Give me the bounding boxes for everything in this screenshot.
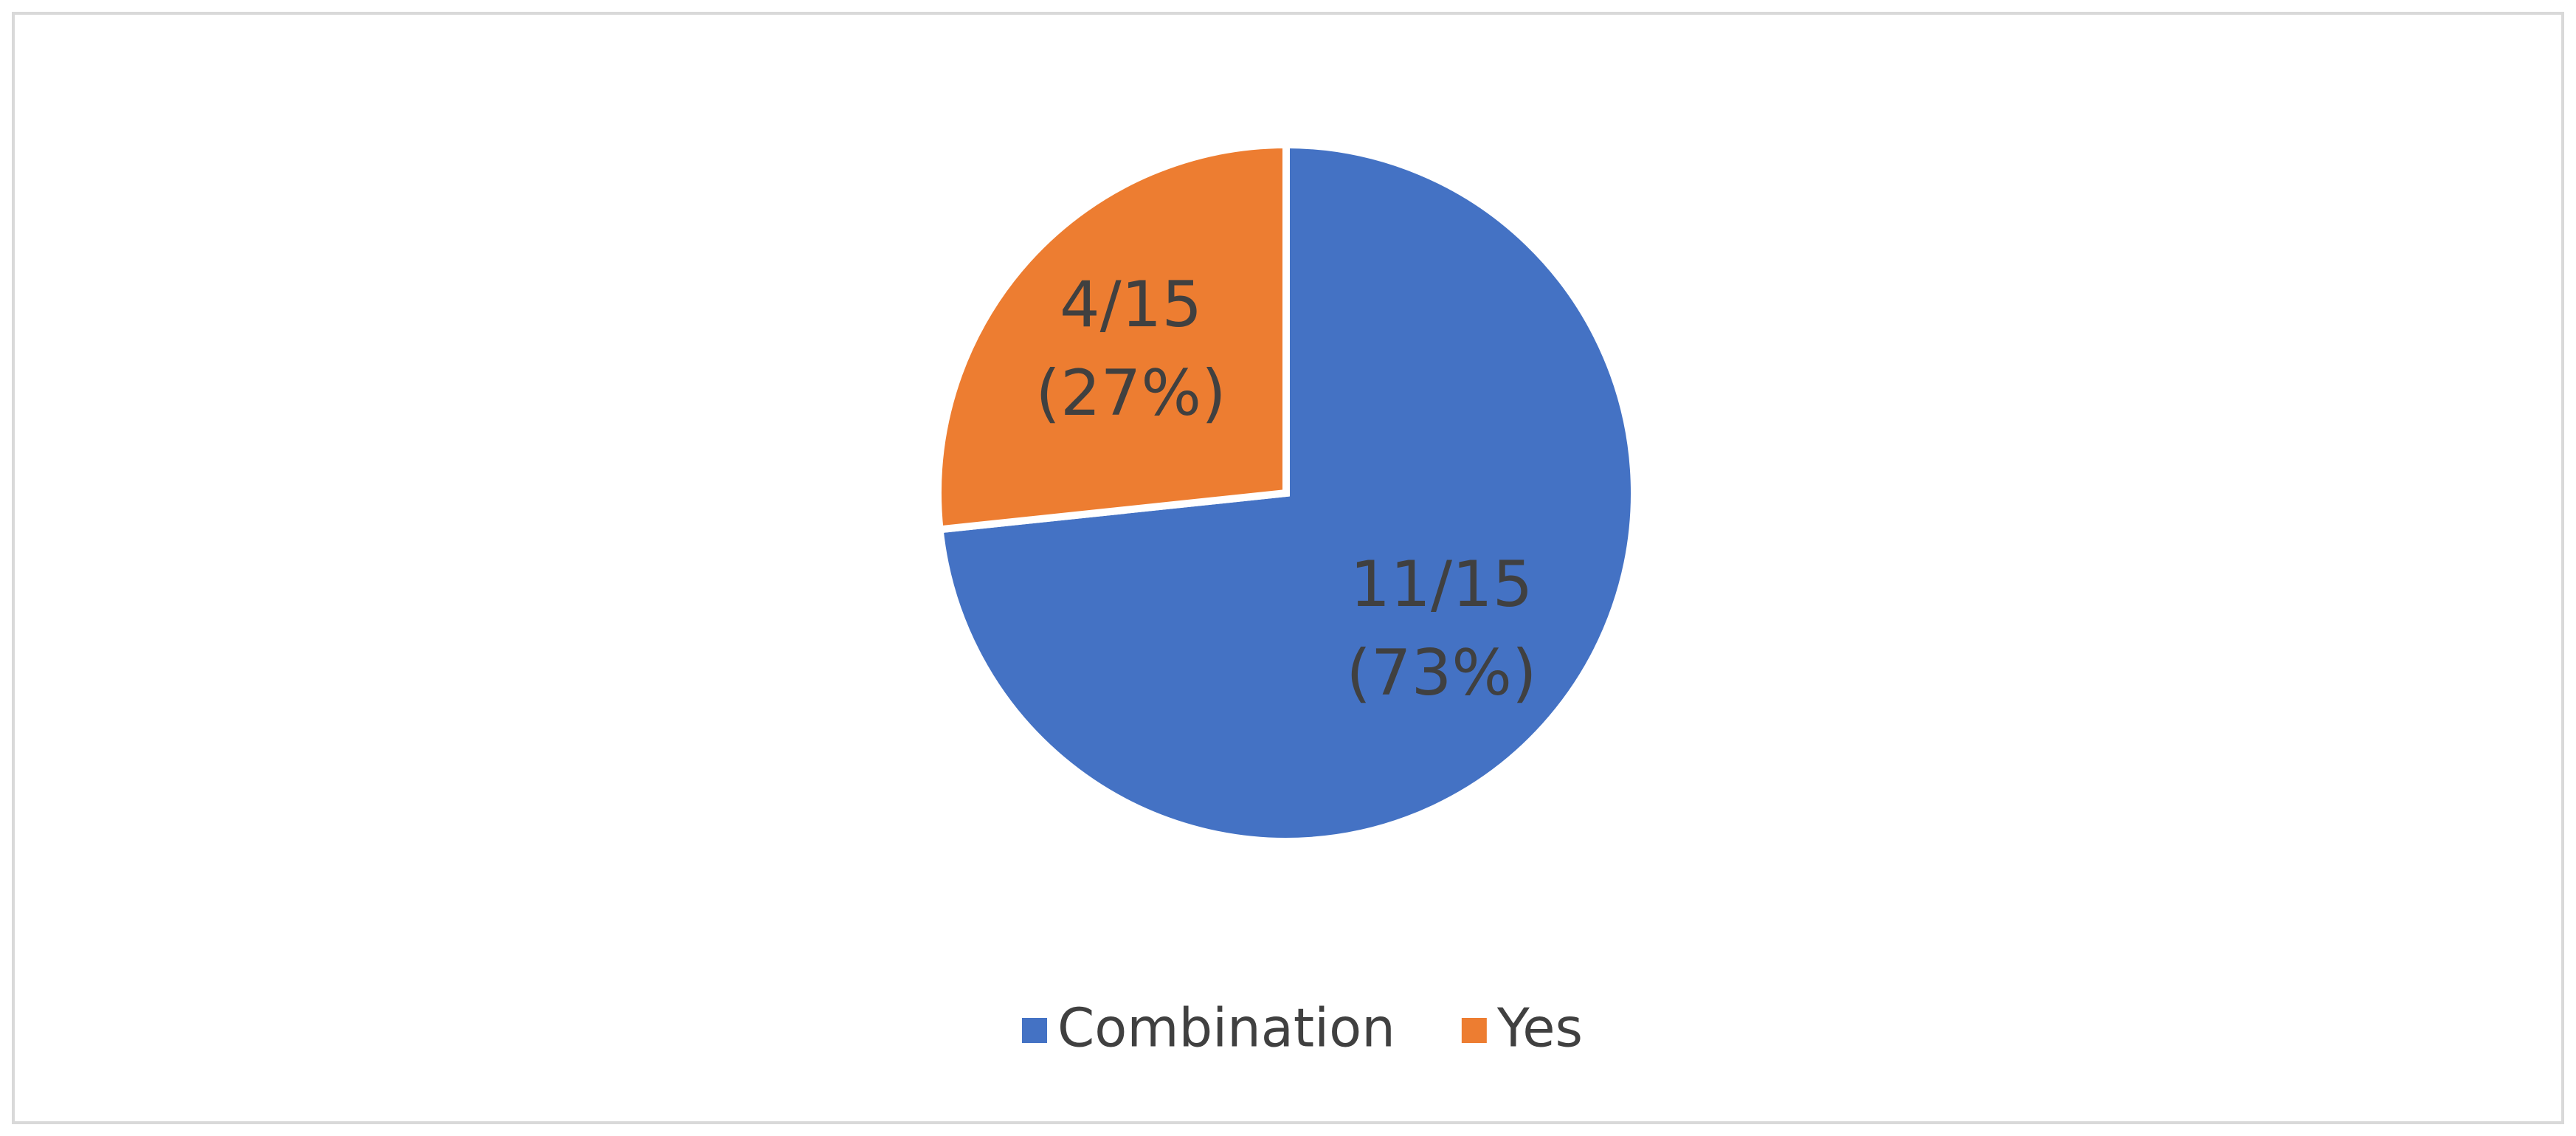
data-label: (73%) <box>1346 636 1536 710</box>
legend-swatch <box>1461 1018 1487 1043</box>
data-label: (27%) <box>1035 357 1226 430</box>
data-label: 11/15 <box>1350 548 1533 622</box>
pie-slice <box>934 140 1290 534</box>
legend-label: Yes <box>1496 997 1583 1059</box>
legend-swatch <box>1022 1018 1047 1043</box>
data-label: 4/15 <box>1060 268 1202 342</box>
legend-label: Combination <box>1057 997 1395 1059</box>
